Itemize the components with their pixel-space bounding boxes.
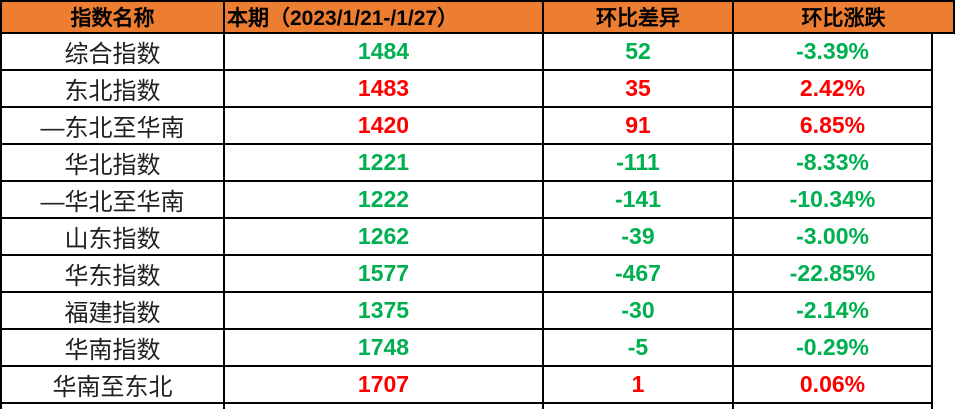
diff-cell: 1 <box>544 367 734 402</box>
table-body: 综合指数 1484 52 -3.39% 东北指数 1483 35 2.42% —东北至华南 142… <box>0 34 933 409</box>
index-name-cell: 华南至东北 <box>2 367 225 402</box>
pct-cell: 2.22% <box>734 404 933 409</box>
diff-cell: -467 <box>544 256 734 291</box>
column-header-index-name: 指数名称 <box>2 2 225 32</box>
current-value-cell: 1707 <box>225 367 544 402</box>
pct-cell: -3.39% <box>734 34 933 69</box>
table-row: —华北至华南 1222 -141 -10.34% <box>2 182 933 219</box>
column-header-current-period: 本期（2023/1/21-/1/27） <box>225 2 544 32</box>
diff-cell: 52 <box>544 34 734 69</box>
current-value-cell: 1375 <box>225 293 544 328</box>
index-name-cell: —东北至华南 <box>2 108 225 143</box>
index-name-cell: 华南至华北 <box>2 404 225 409</box>
pct-cell: 0.06% <box>734 367 933 402</box>
pct-cell: -3.00% <box>734 219 933 254</box>
pct-cell: 6.85% <box>734 108 933 143</box>
pct-cell: 2.42% <box>734 71 933 106</box>
pct-cell: -22.85% <box>734 256 933 291</box>
table-row: 华东指数 1577 -467 -22.85% <box>2 256 933 293</box>
table-row: 华南指数 1748 -5 -0.29% <box>2 330 933 367</box>
diff-cell: 35 <box>544 71 734 106</box>
current-value-cell: 1262 <box>225 219 544 254</box>
pct-cell: -8.33% <box>734 145 933 180</box>
current-value-cell: 1420 <box>225 108 544 143</box>
current-value-cell: 1484 <box>225 34 544 69</box>
current-value-cell: 2162 <box>225 404 544 409</box>
index-name-cell: 华东指数 <box>2 256 225 291</box>
index-name-cell: 综合指数 <box>2 34 225 69</box>
table-row: 山东指数 1262 -39 -3.00% <box>2 219 933 256</box>
table-row: 华南至华北2162472.22% <box>2 404 933 409</box>
current-value-cell: 1221 <box>225 145 544 180</box>
index-name-cell: 福建指数 <box>2 293 225 328</box>
table-row: 福建指数 1375 -30 -2.14% <box>2 293 933 330</box>
diff-cell: -111 <box>544 145 734 180</box>
index-name-cell: —华北至华南 <box>2 182 225 217</box>
pct-cell: -2.14% <box>734 293 933 328</box>
diff-cell: -141 <box>544 182 734 217</box>
current-value-cell: 1577 <box>225 256 544 291</box>
diff-cell: 91 <box>544 108 734 143</box>
diff-cell: -30 <box>544 293 734 328</box>
index-name-cell: 山东指数 <box>2 219 225 254</box>
column-header-wow-difference: 环比差异 <box>544 2 734 32</box>
index-name-cell: 华北指数 <box>2 145 225 180</box>
current-value-cell: 1222 <box>225 182 544 217</box>
table-header-row: 指数名称 本期（2023/1/21-/1/27） 环比差异 环比涨跌 <box>0 0 955 34</box>
diff-cell: -5 <box>544 330 734 365</box>
index-name-cell: 东北指数 <box>2 71 225 106</box>
table-row: 华南至东北 1707 1 0.06% <box>2 367 933 404</box>
table-row: 华北指数 1221 -111 -8.33% <box>2 145 933 182</box>
pct-cell: -0.29% <box>734 330 933 365</box>
table-row: —东北至华南 1420 91 6.85% <box>2 108 933 145</box>
current-value-cell: 1748 <box>225 330 544 365</box>
current-value-cell: 1483 <box>225 71 544 106</box>
pct-cell: -10.34% <box>734 182 933 217</box>
table-row: 综合指数 1484 52 -3.39% <box>2 34 933 71</box>
diff-cell: -39 <box>544 219 734 254</box>
index-name-cell: 华南指数 <box>2 330 225 365</box>
column-header-wow-change: 环比涨跌 <box>801 7 886 30</box>
table-row: 东北指数 1483 35 2.42% <box>2 71 933 108</box>
diff-cell: 47 <box>544 404 734 409</box>
